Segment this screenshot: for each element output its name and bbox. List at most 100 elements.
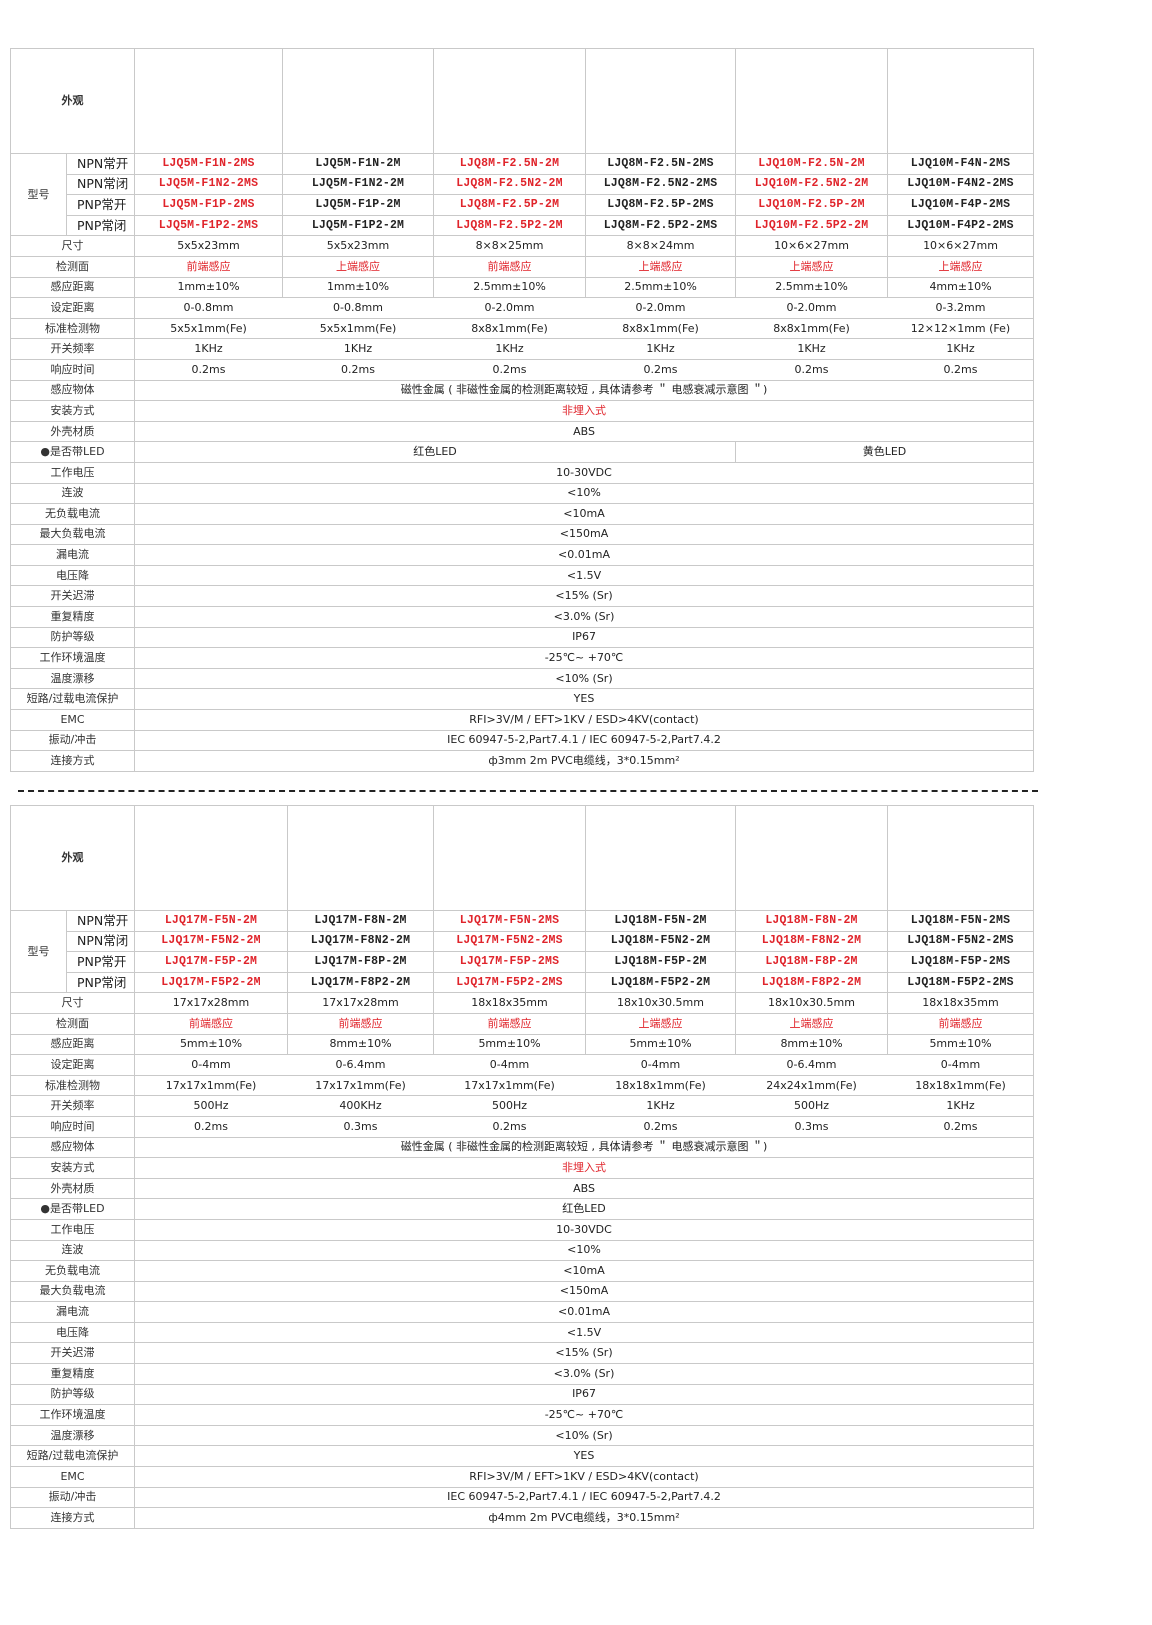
- spec-row: 重复精度 <3.0% (Sr): [10, 1363, 1034, 1385]
- model-number: LJQ18M-F5P2-2MS: [887, 971, 1034, 994]
- spec-value: 0-0.8mm: [282, 297, 434, 319]
- spec-row: 连波 <10%: [10, 1239, 1034, 1262]
- model-number: LJQ5M-F1N-2M: [282, 153, 434, 175]
- spec-value: RFI>3V/M / EFT>1KV / ESD>4KV(contact): [134, 1466, 1034, 1488]
- model-number: LJQ17M-F5N-2M: [134, 910, 288, 932]
- spec-value: 5x5x1mm(Fe): [282, 317, 434, 340]
- spec-value: 0-6.4mm: [287, 1054, 434, 1076]
- model-number: LJQ10M-F2.5N2-2M: [735, 173, 888, 196]
- model-number: LJQ18M-F5N2-2MS: [887, 930, 1034, 953]
- spec-row: 工作电压 10-30VDC: [10, 1218, 1034, 1241]
- model-number: LJQ17M-F5P-2M: [134, 951, 288, 973]
- row-label: ●是否带LED: [10, 1198, 135, 1220]
- spec-row: 电压降 <1.5V: [10, 1321, 1034, 1344]
- spec-row: 开关迟滞 <15% (Sr): [10, 1342, 1034, 1365]
- model-number: LJQ18M-F8P-2M: [735, 951, 888, 973]
- spec-row: 标准检测物 17x17x1mm(Fe) 17x17x1mm(Fe) 17x17x1mm…: [10, 1074, 1034, 1097]
- model-number: LJQ18M-F5P2-2M: [585, 971, 736, 994]
- spec-row: 无负载电流 <10mA: [10, 503, 1034, 525]
- row-label: 重复精度: [10, 1363, 135, 1385]
- spec-row: 开关迟滞 <15% (Sr): [10, 585, 1034, 608]
- spec-row: 开关频率 1KHz 1KHz 1KHz 1KHz 1KHz 1KHz: [10, 338, 1034, 360]
- spec-value: YES: [134, 1445, 1034, 1468]
- spec-value: 1mm±10%: [282, 276, 434, 299]
- model-number: LJQ5M-F1P2-2M: [282, 214, 434, 237]
- spec-table-2: 外观 型号 NPN常开 LJQ17M-F5N-2M LJQ17M-F8N-2M LJQ17…: [10, 805, 1034, 1529]
- spec-row: 温度漂移 <10% (Sr): [10, 1424, 1034, 1447]
- spec-value: 10-30VDC: [134, 461, 1034, 484]
- spec-value: 4mm±10%: [887, 276, 1034, 299]
- spec-value: ABS: [134, 1177, 1034, 1200]
- row-label: 外观: [10, 48, 135, 154]
- spec-value: 5x5x1mm(Fe): [134, 317, 283, 340]
- spec-value: 0-4mm: [887, 1054, 1034, 1076]
- row-label: 工作环境温度: [10, 1404, 135, 1426]
- spec-value: 8mm±10%: [735, 1033, 888, 1056]
- spec-row: 电压降 <1.5V: [10, 564, 1034, 587]
- spec-value: 0.2ms: [735, 358, 888, 381]
- spec-value: 前端感应: [433, 255, 586, 278]
- spec-value: 上端感应: [282, 255, 434, 278]
- row-label: ●是否带LED: [10, 441, 135, 463]
- spec-value: 17x17x28mm: [287, 992, 434, 1014]
- model-number: LJQ10M-F4P2-2MS: [887, 214, 1034, 237]
- product-image-cell: [433, 805, 586, 911]
- spec-value: 非埋入式: [134, 400, 1034, 422]
- spec-value: 8×8×24mm: [585, 235, 736, 257]
- spec-value: 0-6.4mm: [735, 1054, 888, 1076]
- spec-value: 2.5mm±10%: [585, 276, 736, 299]
- spec-row: 无负载电流 <10mA: [10, 1260, 1034, 1282]
- row-label: 防护等级: [10, 1383, 135, 1406]
- model-number: LJQ8M-F2.5N2-2M: [433, 173, 586, 196]
- spec-table-1: 外观 型号 NPN常开 LJQ5M-F1N-2MS LJQ5M-F1N-2M LJQ8M-…: [10, 48, 1034, 772]
- row-label: 漏电流: [10, 1301, 135, 1323]
- model-number: LJQ5M-F1P-2MS: [134, 194, 283, 216]
- spec-value: 0-2.0mm: [585, 297, 736, 319]
- row-label: 工作电压: [10, 461, 135, 484]
- row-label: 振动/冲击: [10, 1486, 135, 1509]
- spec-value: 5mm±10%: [134, 1033, 288, 1056]
- spec-row: 连接方式 ф3mm 2m PVC电缆线，3*0.15mm²: [10, 750, 1034, 772]
- product-image-cell: [585, 805, 736, 911]
- spec-row: 检测面 前端感应 上端感应 前端感应 上端感应 上端感应 上端感应: [10, 255, 1034, 278]
- spec-row: 连接方式 ф4mm 2m PVC电缆线，3*0.15mm²: [10, 1507, 1034, 1529]
- spec-row: 漏电流 <0.01mA: [10, 544, 1034, 566]
- spec-row: 尺寸 17x17x28mm 17x17x28mm 18x18x35mm 18x10x30…: [10, 992, 1034, 1014]
- spec-row: 响应时间 0.2ms 0.3ms 0.2ms 0.2ms 0.3ms 0.2ms: [10, 1115, 1034, 1138]
- spec-value: <1.5V: [134, 1321, 1034, 1344]
- section-divider: [18, 790, 1038, 792]
- product-image-cell: [735, 48, 888, 154]
- model-number: LJQ5M-F1P-2M: [282, 194, 434, 216]
- row-label: 防护等级: [10, 626, 135, 649]
- product-image-cell: [134, 805, 288, 911]
- spec-value: 0.2ms: [585, 358, 736, 381]
- model-row: PNP常开 LJQ17M-F5P-2M LJQ17M-F8P-2M LJQ17M-F5…: [11, 951, 1034, 973]
- spec-value: 0.2ms: [282, 358, 434, 381]
- row-label: 型号: [10, 909, 67, 994]
- spec-value: 0.2ms: [433, 1115, 586, 1138]
- spec-row: 安装方式 非埋入式: [10, 1157, 1034, 1179]
- spec-row: 感应物体 磁性金属 ( 非磁性金属的检测距离较短 , 具体请参考 ＂ 电感衰减示意…: [10, 379, 1034, 402]
- spec-row: 防护等级 IP67: [10, 626, 1034, 649]
- model-number: LJQ8M-F2.5N-2MS: [585, 153, 736, 175]
- spec-value: 10×6×27mm: [887, 235, 1034, 257]
- product-image-cell: [585, 48, 736, 154]
- spec-row: 感应距离 1mm±10% 1mm±10% 2.5mm±10% 2.5mm±10% 2.5m…: [10, 276, 1034, 299]
- spec-row: EMC RFI>3V/M / EFT>1KV / ESD>4KV(contact): [10, 1466, 1034, 1488]
- spec-value: 8x8x1mm(Fe): [433, 317, 586, 340]
- spec-row: 漏电流 <0.01mA: [10, 1301, 1034, 1323]
- spec-row: 检测面 前端感应 前端感应 前端感应 上端感应 上端感应 前端感应: [10, 1012, 1034, 1035]
- model-number: LJQ17M-F5N2-2MS: [433, 930, 586, 953]
- row-label: 感应物体: [10, 379, 135, 402]
- row-label: 开关迟滞: [10, 585, 135, 608]
- spec-value: 18x18x1mm(Fe): [887, 1074, 1034, 1097]
- spec-value: 上端感应: [735, 1012, 888, 1035]
- model-number: LJQ8M-F2.5N2-2MS: [585, 173, 736, 196]
- spec-value: 0-4mm: [433, 1054, 586, 1076]
- output-type-label: PNP常闭: [66, 214, 135, 237]
- spec-value: <3.0% (Sr): [134, 1363, 1034, 1385]
- row-label: 电压降: [10, 1321, 135, 1344]
- row-label: 最大负载电流: [10, 1280, 135, 1303]
- spec-value: 500Hz: [134, 1095, 288, 1117]
- row-label: 工作电压: [10, 1218, 135, 1241]
